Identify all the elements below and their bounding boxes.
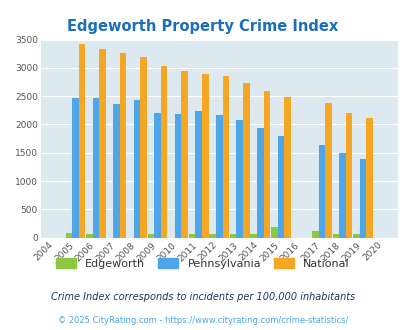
Bar xyxy=(160,66,167,238)
Bar xyxy=(175,114,181,238)
Bar xyxy=(140,56,147,238)
Bar xyxy=(243,83,249,238)
Bar xyxy=(79,44,85,238)
Bar xyxy=(324,103,331,238)
Bar xyxy=(195,111,202,238)
Bar xyxy=(263,90,269,238)
Bar xyxy=(250,234,256,238)
Text: Crime Index corresponds to incidents per 100,000 inhabitants: Crime Index corresponds to incidents per… xyxy=(51,292,354,302)
Bar xyxy=(86,234,92,238)
Bar xyxy=(318,146,324,238)
Bar xyxy=(365,118,372,238)
Bar xyxy=(147,234,154,238)
Bar xyxy=(66,233,72,238)
Bar xyxy=(229,234,236,238)
Bar xyxy=(188,234,195,238)
Bar xyxy=(181,71,188,238)
Bar xyxy=(222,76,228,238)
Legend: Edgeworth, Pennsylvania, National: Edgeworth, Pennsylvania, National xyxy=(56,258,349,269)
Bar xyxy=(209,234,215,238)
Bar xyxy=(113,104,119,238)
Bar xyxy=(134,100,140,238)
Bar xyxy=(352,234,359,238)
Bar xyxy=(202,74,208,238)
Bar xyxy=(359,159,365,238)
Bar xyxy=(236,120,243,238)
Bar xyxy=(154,113,160,238)
Bar xyxy=(99,49,106,238)
Bar xyxy=(338,153,345,238)
Bar xyxy=(332,234,338,238)
Bar xyxy=(284,97,290,238)
Text: Edgeworth Property Crime Index: Edgeworth Property Crime Index xyxy=(67,19,338,34)
Text: © 2025 CityRating.com - https://www.cityrating.com/crime-statistics/: © 2025 CityRating.com - https://www.city… xyxy=(58,315,347,325)
Bar xyxy=(270,227,277,238)
Bar xyxy=(92,98,99,238)
Bar xyxy=(345,113,352,238)
Bar xyxy=(215,115,222,238)
Bar xyxy=(277,136,284,238)
Bar xyxy=(256,128,263,238)
Bar xyxy=(72,98,79,238)
Bar xyxy=(311,231,318,238)
Bar xyxy=(119,53,126,238)
